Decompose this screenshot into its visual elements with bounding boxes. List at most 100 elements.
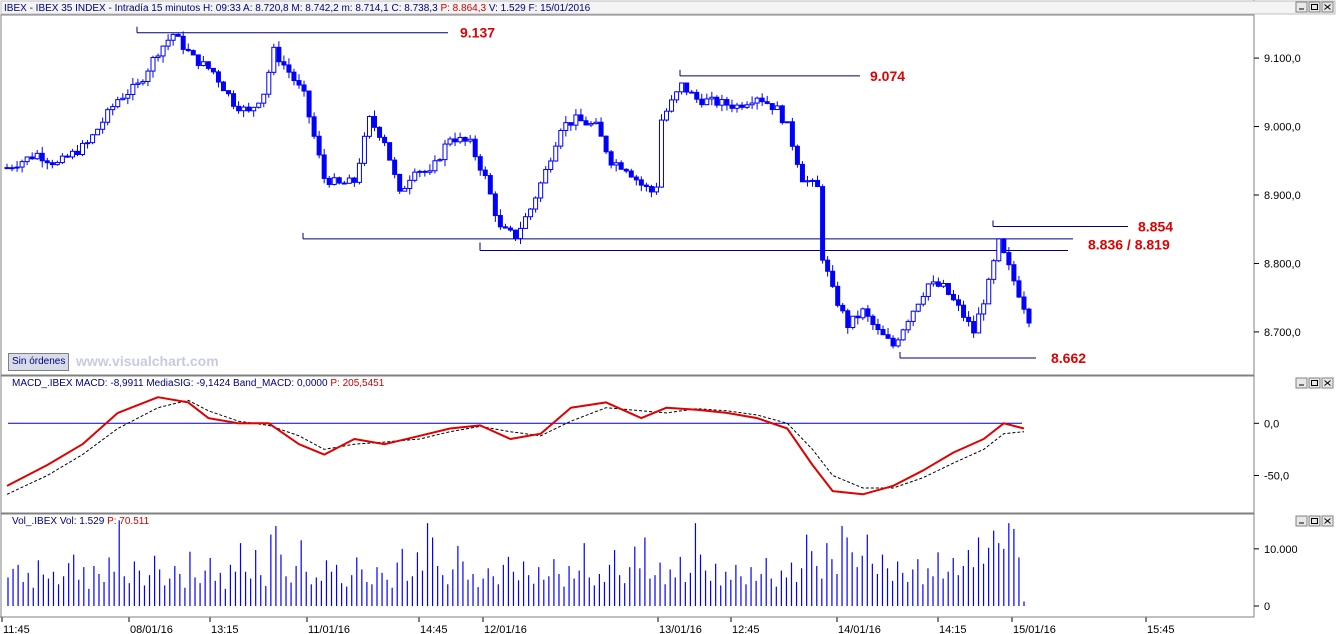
macd-line	[6, 396, 1025, 496]
macd-maximize-button[interactable]	[1308, 377, 1321, 389]
candle-body	[39, 152, 45, 162]
macd-header: MACD_.IBEX MACD: -8,9911 MediaSIG: -9,14…	[12, 378, 385, 389]
candle-body	[351, 177, 357, 183]
candle-body	[588, 123, 594, 126]
candle-body	[497, 215, 503, 228]
candle-body	[382, 136, 388, 144]
candle-body	[291, 71, 297, 82]
candle-body	[523, 216, 529, 229]
candle-body	[190, 50, 196, 56]
candlestick-series	[4, 31, 1032, 349]
macd-minimize-button[interactable]	[1295, 377, 1308, 389]
candle-body	[135, 82, 141, 85]
candle-body	[145, 70, 151, 82]
candle-body	[115, 99, 121, 108]
candle-body	[905, 320, 911, 331]
candle-body	[407, 179, 413, 190]
candle-body	[180, 35, 186, 50]
candle-body	[638, 179, 644, 186]
volume-tick-label: 0	[1264, 601, 1270, 613]
candle-body	[19, 161, 25, 168]
candle-body	[754, 97, 760, 104]
volume-maximize-button[interactable]	[1308, 515, 1321, 527]
candle-body	[281, 61, 287, 66]
price-tick-label: 8.700,0	[1264, 327, 1301, 339]
candle-body	[845, 310, 851, 328]
candle-body	[85, 142, 91, 145]
candle-body	[976, 313, 982, 334]
candle-body	[895, 339, 901, 347]
candle-body	[492, 193, 498, 217]
candle-body	[215, 71, 221, 83]
candle-body	[422, 170, 428, 173]
candle-body	[799, 163, 805, 183]
candle-body	[477, 156, 483, 171]
candle-body	[34, 152, 40, 160]
time-tick-label: 14:15	[939, 624, 967, 634]
candle-body	[150, 57, 156, 72]
candle-body	[734, 104, 740, 109]
candle-body	[608, 151, 614, 166]
volume-minimize-button[interactable]	[1295, 515, 1308, 527]
candle-body	[719, 99, 725, 106]
time-tick-label: 14:45	[420, 624, 448, 634]
candle-body	[90, 134, 96, 144]
candle-body	[165, 39, 171, 47]
candle-body	[24, 156, 30, 163]
candle-body	[825, 259, 831, 272]
candle-body	[80, 142, 86, 156]
candle-body	[815, 179, 821, 188]
candle-body	[457, 136, 463, 143]
candle-body	[246, 106, 252, 112]
candle-body	[971, 321, 977, 334]
candle-body	[14, 166, 20, 169]
candle-body	[764, 101, 770, 105]
candle-body	[1016, 280, 1022, 298]
candle-body	[361, 135, 367, 164]
candle-body	[507, 227, 513, 231]
candle-body	[860, 308, 866, 319]
candle-body	[991, 260, 997, 280]
candle-body	[779, 105, 785, 124]
candle-body	[830, 270, 836, 287]
candle-body	[301, 84, 307, 92]
candle-body	[709, 96, 715, 100]
time-tick-label: 15/01/16	[1013, 624, 1056, 634]
candle-body	[714, 96, 720, 106]
candle-body	[935, 281, 941, 287]
candle-body	[603, 135, 609, 153]
candle-body	[236, 105, 242, 112]
candle-body	[125, 94, 131, 99]
candle-body	[226, 90, 232, 95]
candle-body	[940, 282, 946, 287]
volume-close-button[interactable]	[1321, 515, 1334, 527]
candle-body	[387, 142, 393, 161]
candle-body	[316, 135, 322, 156]
candle-body	[966, 316, 972, 323]
candle-body	[306, 90, 312, 118]
macd-indicator: 0,0 -50,0	[6, 396, 1289, 496]
candle-body	[986, 278, 992, 305]
candle-body	[598, 121, 604, 137]
candle-body	[276, 46, 282, 63]
candle-body	[417, 170, 423, 173]
price-minimize-button[interactable]	[1295, 1, 1308, 13]
candle-body	[372, 116, 378, 128]
candle-body	[613, 162, 619, 166]
time-axis: 11:45 08/01/16 13:15 11/01/16 14:45 12/01/16 1…	[0, 616, 1254, 634]
candle-body	[628, 170, 634, 178]
macd-signal-line	[6, 399, 1025, 495]
price-close-button[interactable]	[1321, 1, 1334, 13]
candle-body	[432, 160, 438, 172]
candle-body	[689, 91, 695, 94]
orders-button[interactable]: Sin órdenes	[8, 353, 70, 371]
candle-body	[472, 138, 478, 158]
price-tick-label: 8.800,0	[1264, 258, 1301, 270]
price-maximize-button[interactable]	[1308, 1, 1321, 13]
candle-body	[774, 105, 780, 111]
candle-body	[195, 54, 201, 67]
level-label: 8.854	[1138, 218, 1173, 234]
macd-close-button[interactable]	[1321, 377, 1334, 389]
candle-body	[684, 82, 690, 93]
